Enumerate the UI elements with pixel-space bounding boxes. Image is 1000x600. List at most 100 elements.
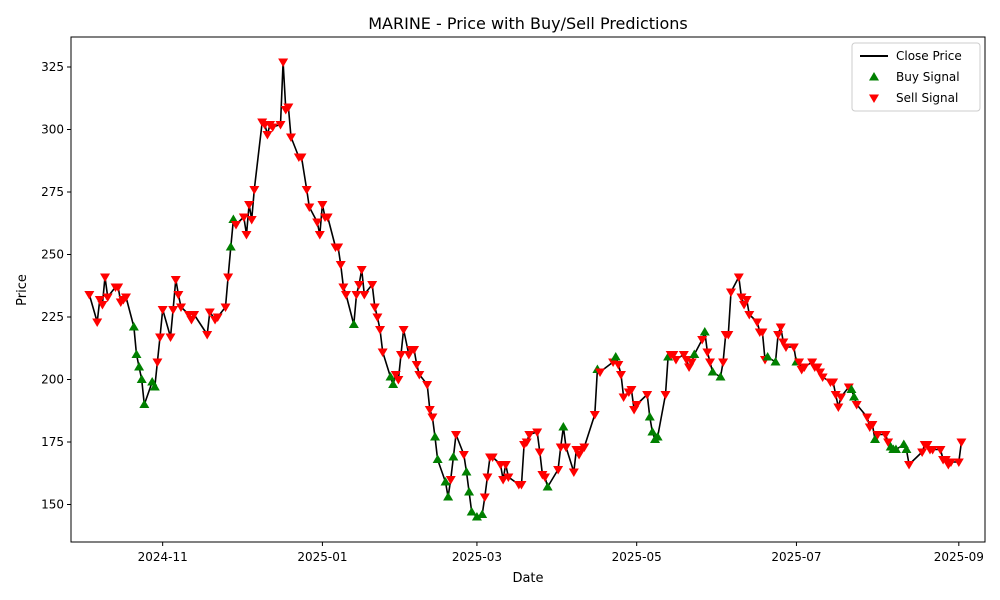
- sell-signal-marker: [773, 331, 784, 340]
- x-tick-label: 2025-01: [297, 550, 347, 564]
- sell-signal-marker: [390, 371, 401, 380]
- sell-signal-marker: [608, 358, 619, 367]
- y-tick-label: 225: [41, 310, 64, 324]
- y-tick-label: 300: [41, 123, 64, 137]
- sell-signal-marker: [424, 406, 435, 415]
- sell-signal-marker: [367, 281, 378, 290]
- sell-signal-marker: [835, 393, 846, 402]
- sell-signal-marker: [395, 351, 406, 360]
- sell-signal-marker: [450, 431, 461, 440]
- sell-signal-marker: [851, 401, 862, 410]
- sell-signal-marker: [503, 473, 514, 482]
- y-tick-label: 325: [41, 60, 64, 74]
- sell-signal-marker: [945, 458, 956, 467]
- buy-signal-marker: [448, 452, 459, 461]
- y-axis-label: Price: [15, 274, 30, 306]
- sell-signal-marker: [723, 331, 734, 340]
- sell-signal-marker: [668, 351, 679, 360]
- sell-signal-marker: [304, 203, 315, 212]
- buy-signal-marker: [348, 319, 359, 328]
- sell-signal-marker: [92, 318, 103, 327]
- sell-signal-marker: [409, 346, 420, 355]
- sell-signal-marker: [482, 473, 493, 482]
- sell-signal-marker: [223, 273, 234, 282]
- buy-signal-marker: [149, 382, 160, 391]
- chart-title: MARINE - Price with Buy/Sell Predictions: [368, 14, 688, 33]
- sell-signal-marker: [917, 448, 928, 457]
- sell-signal-marker: [445, 476, 456, 485]
- sell-signal-marker: [757, 328, 768, 337]
- sell-signal-marker: [788, 343, 799, 352]
- buy-signal-marker: [440, 477, 451, 486]
- sell-signal-marker: [579, 443, 590, 452]
- sell-signal-marker: [880, 431, 891, 440]
- sell-signal-marker: [369, 303, 380, 312]
- sell-signal-marker: [152, 358, 163, 367]
- sell-signal-marker: [246, 216, 257, 225]
- sell-signal-marker: [354, 281, 365, 290]
- sell-signal-marker: [97, 301, 108, 310]
- sell-signal-marker: [940, 456, 951, 465]
- buy-signal-marker: [762, 352, 773, 361]
- sell-signal-marker: [904, 461, 915, 470]
- sell-signal-marker: [953, 458, 964, 467]
- sell-signal-marker: [220, 303, 231, 312]
- buy-signal-marker: [388, 379, 399, 388]
- sell-signal-marker: [568, 468, 579, 477]
- sell-signal-marker: [351, 291, 362, 300]
- sell-signal-marker: [393, 376, 404, 385]
- sell-signal-marker: [725, 288, 736, 297]
- y-tick-label: 250: [41, 248, 64, 262]
- x-axis-label: Date: [512, 571, 543, 586]
- sell-signal-marker: [120, 293, 131, 302]
- sell-signal-marker: [296, 153, 307, 162]
- sell-signal-marker: [553, 466, 564, 475]
- sell-signal-marker: [752, 318, 763, 327]
- buy-signal-marker: [890, 444, 901, 453]
- sell-signal-marker: [524, 431, 535, 440]
- sell-signal-marker: [867, 421, 878, 430]
- buy-signal-marker: [430, 432, 441, 441]
- sell-signal-marker: [84, 291, 95, 300]
- legend-label: Buy Signal: [896, 70, 960, 84]
- y-tick-label: 275: [41, 185, 64, 199]
- sell-signal-marker: [189, 311, 200, 320]
- sell-signal-marker: [705, 358, 716, 367]
- sell-signal-marker: [927, 446, 938, 455]
- sell-signal-marker: [516, 481, 527, 490]
- buy-signal-marker: [689, 349, 700, 358]
- sell-signal-marker: [862, 413, 873, 422]
- sell-signal-marker: [532, 428, 543, 437]
- buy-signal-marker: [443, 492, 454, 501]
- x-tick-label: 2025-03: [452, 550, 502, 564]
- sell-signal-marker: [113, 283, 124, 292]
- sell-signal-marker: [398, 326, 409, 335]
- sell-signal-marker: [338, 283, 349, 292]
- sell-signal-marker: [458, 451, 469, 460]
- sell-signal-marker: [500, 461, 511, 470]
- sell-signal-marker: [498, 476, 509, 485]
- buy-signal-marker: [652, 432, 663, 441]
- buy-signal-marker: [228, 214, 239, 223]
- sell-signal-marker: [815, 368, 826, 377]
- sell-signal-marker: [249, 186, 260, 195]
- sell-signal-marker: [372, 313, 383, 322]
- sell-signal-marker: [828, 378, 839, 387]
- y-axis: 150 175 200 225 250 275 300 325: [41, 60, 71, 512]
- buy-signal-marker: [715, 372, 726, 381]
- x-tick-label: 2024-11: [138, 550, 188, 564]
- sell-signal-marker: [375, 326, 386, 335]
- buy-signal-marker: [385, 372, 396, 381]
- buy-signal-marker: [131, 349, 142, 358]
- plot-area: [70, 36, 986, 543]
- plot-frame: [70, 36, 986, 543]
- sell-signal-marker: [697, 336, 708, 345]
- buy-signal-marker: [901, 444, 912, 453]
- sell-signal-marker: [204, 308, 215, 317]
- buy-signal-marker: [477, 509, 488, 518]
- sell-signal-marker: [414, 371, 425, 380]
- buy-signal-marker: [846, 384, 857, 393]
- legend-sell-swatch: [869, 94, 879, 103]
- sell-signal-marker: [807, 358, 818, 367]
